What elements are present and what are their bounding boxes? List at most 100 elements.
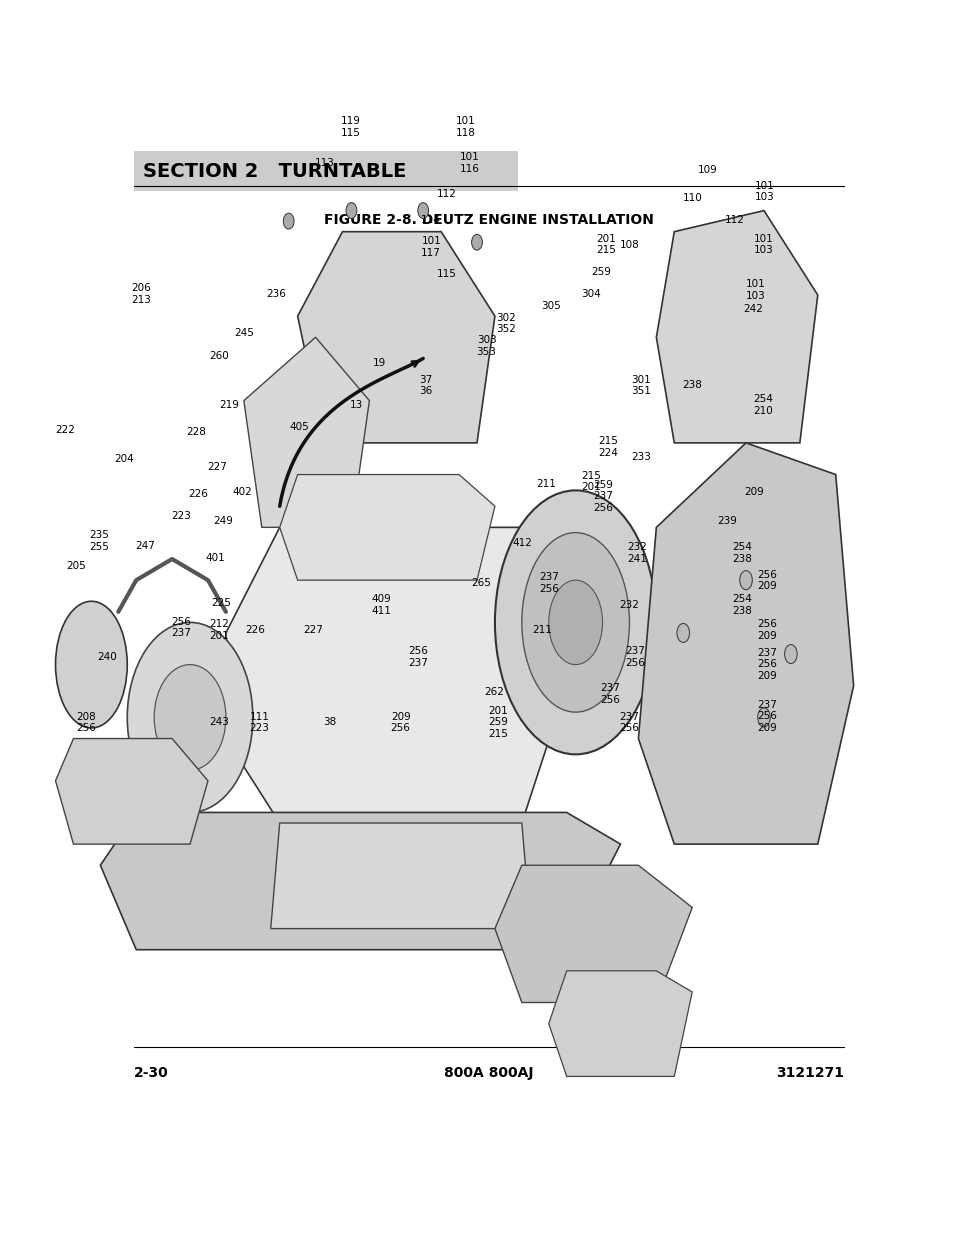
Text: 254
210: 254 210 xyxy=(753,394,772,416)
Text: 412: 412 xyxy=(513,538,532,548)
Polygon shape xyxy=(548,971,692,1077)
Text: 245: 245 xyxy=(234,329,253,338)
Text: 265: 265 xyxy=(471,578,490,588)
Text: 232: 232 xyxy=(619,600,639,610)
Text: 101
103: 101 103 xyxy=(753,233,772,256)
Text: 109: 109 xyxy=(698,165,717,175)
Text: 260: 260 xyxy=(210,351,229,361)
Polygon shape xyxy=(297,232,495,443)
Ellipse shape xyxy=(55,601,127,727)
Text: 401: 401 xyxy=(206,553,225,563)
Text: 204: 204 xyxy=(114,454,133,464)
Text: 212
201: 212 201 xyxy=(210,619,229,641)
Polygon shape xyxy=(279,474,495,580)
Text: 239: 239 xyxy=(717,516,736,526)
Text: 211: 211 xyxy=(532,625,551,635)
Text: 108: 108 xyxy=(619,240,639,249)
Polygon shape xyxy=(638,443,853,845)
Text: 2-30: 2-30 xyxy=(133,1066,169,1079)
Text: 219: 219 xyxy=(219,400,238,410)
Text: 19: 19 xyxy=(373,358,386,368)
Text: 256
209: 256 209 xyxy=(757,619,776,641)
Text: 232
241: 232 241 xyxy=(627,542,646,564)
Polygon shape xyxy=(244,337,369,527)
Text: 237
256
209: 237 256 209 xyxy=(757,700,776,732)
Text: 101
103: 101 103 xyxy=(745,279,764,301)
Text: 37
36: 37 36 xyxy=(418,374,432,396)
Text: 209
256: 209 256 xyxy=(391,711,410,734)
Text: 237
256: 237 256 xyxy=(619,711,639,734)
Text: 247: 247 xyxy=(135,541,154,551)
Text: 240: 240 xyxy=(97,652,116,662)
Text: 237
256
209: 237 256 209 xyxy=(757,648,776,680)
Text: 201
215: 201 215 xyxy=(596,233,615,256)
Text: 225: 225 xyxy=(212,598,231,608)
Text: 3121271: 3121271 xyxy=(775,1066,842,1079)
Text: 228: 228 xyxy=(187,427,206,437)
Ellipse shape xyxy=(346,203,356,219)
Text: 233: 233 xyxy=(631,452,650,462)
Text: 110: 110 xyxy=(682,193,701,203)
Text: 301
351: 301 351 xyxy=(631,374,650,396)
Text: 205: 205 xyxy=(67,561,86,571)
Text: 223: 223 xyxy=(172,511,191,521)
Text: 236: 236 xyxy=(267,289,286,299)
Polygon shape xyxy=(495,866,692,1003)
Text: 113: 113 xyxy=(314,158,334,168)
Text: 800A 800AJ: 800A 800AJ xyxy=(444,1066,533,1079)
Text: 262: 262 xyxy=(484,687,503,697)
Text: 256
237: 256 237 xyxy=(408,646,427,668)
Text: 101
103: 101 103 xyxy=(755,180,774,203)
Text: 227: 227 xyxy=(303,625,322,635)
Ellipse shape xyxy=(783,645,797,663)
Text: 101
118: 101 118 xyxy=(456,116,475,138)
Text: 119
115: 119 115 xyxy=(341,116,360,138)
Text: 259: 259 xyxy=(591,267,610,277)
Ellipse shape xyxy=(154,664,226,771)
Text: 235
255: 235 255 xyxy=(90,530,109,552)
Polygon shape xyxy=(656,210,817,443)
Text: 115: 115 xyxy=(436,269,456,279)
Text: 409
411: 409 411 xyxy=(372,594,391,616)
Ellipse shape xyxy=(471,235,482,251)
Ellipse shape xyxy=(417,203,428,219)
Text: 226: 226 xyxy=(189,489,208,499)
Text: 211: 211 xyxy=(536,479,555,489)
Ellipse shape xyxy=(739,571,752,589)
Text: 227: 227 xyxy=(208,462,227,472)
Text: 112: 112 xyxy=(724,215,743,225)
Text: 101
117: 101 117 xyxy=(421,236,440,258)
Text: 208
256: 208 256 xyxy=(76,711,95,734)
Ellipse shape xyxy=(495,490,656,755)
Text: FIGURE 2-8. DEUTZ ENGINE INSTALLATION: FIGURE 2-8. DEUTZ ENGINE INSTALLATION xyxy=(324,212,653,226)
Text: 237
256: 237 256 xyxy=(625,646,644,668)
Polygon shape xyxy=(271,823,530,929)
Text: 38: 38 xyxy=(323,718,336,727)
Text: 256
209: 256 209 xyxy=(757,569,776,592)
Text: 114: 114 xyxy=(421,215,440,225)
Text: 303
353: 303 353 xyxy=(476,335,496,357)
Text: 249: 249 xyxy=(213,516,233,526)
Ellipse shape xyxy=(127,622,253,813)
Text: 254
238: 254 238 xyxy=(732,542,751,564)
Text: 256
237: 256 237 xyxy=(172,616,191,638)
Text: 237
256: 237 256 xyxy=(600,683,619,705)
Text: 206
213: 206 213 xyxy=(132,283,151,305)
Text: 305: 305 xyxy=(541,301,560,311)
Text: 111
223: 111 223 xyxy=(250,711,269,734)
Text: 259
237
256: 259 237 256 xyxy=(593,480,612,513)
Text: 13: 13 xyxy=(350,400,363,410)
FancyBboxPatch shape xyxy=(133,151,518,191)
Text: 304: 304 xyxy=(581,289,600,299)
Text: 238: 238 xyxy=(682,380,701,390)
Ellipse shape xyxy=(548,580,602,664)
Ellipse shape xyxy=(677,624,689,642)
Text: 101
116: 101 116 xyxy=(459,152,478,174)
Text: SECTION 2   TURNTABLE: SECTION 2 TURNTABLE xyxy=(143,162,406,180)
Text: 254
238: 254 238 xyxy=(732,594,751,616)
Text: 237
256: 237 256 xyxy=(539,572,558,594)
Text: 112: 112 xyxy=(436,189,456,199)
Text: 405: 405 xyxy=(290,422,309,432)
Text: 243: 243 xyxy=(210,718,229,727)
Text: 402: 402 xyxy=(233,487,252,496)
